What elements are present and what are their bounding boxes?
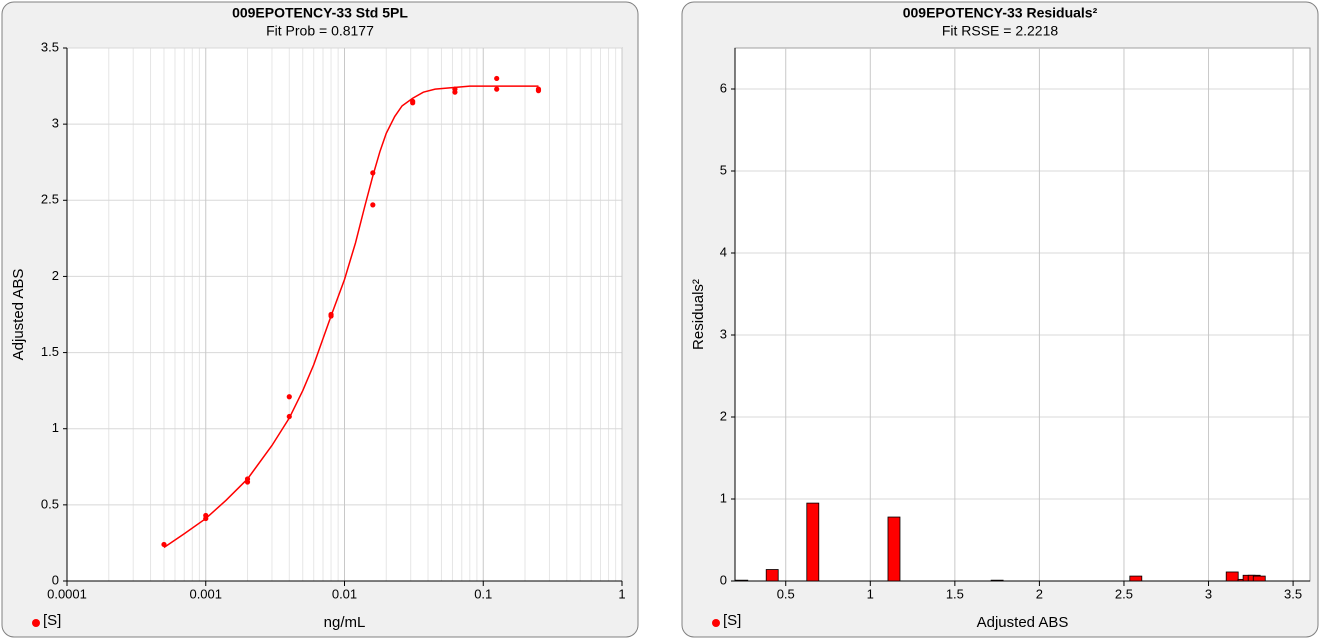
y-axis-label: Adjusted ABS (10, 269, 27, 361)
chart-subtitle: Fit RSSE = 2.2218 (942, 23, 1059, 39)
y-tick-label: 1.5 (41, 344, 59, 359)
y-tick-label: 3 (720, 326, 727, 341)
data-point (535, 88, 542, 94)
y-tick-label: 4 (720, 244, 727, 259)
x-tick-label: 2 (1036, 586, 1043, 601)
data-point (494, 86, 500, 92)
y-tick-label: 3 (52, 116, 59, 131)
bar (990, 579, 1004, 582)
chart-panel: 0 0.5 1 1.5 2 2.5 3 3.5 0.0001 0.001 0.01 0.1 1 009EP… (1, 1, 639, 638)
bar (1225, 571, 1239, 582)
x-tick-label: 0.0001 (47, 586, 87, 601)
y-tick-label: 1 (720, 490, 727, 505)
bar (806, 502, 820, 582)
x-axis-label: ng/mL (324, 614, 366, 631)
bar (735, 579, 749, 582)
chart-panel: 0 1 2 3 4 5 6 0.5 1 1.5 2 2.5 3 3.5 009EPOTENCY-33 Res… (681, 1, 1319, 638)
y-tick-label: 6 (720, 80, 727, 95)
bar (1129, 575, 1143, 582)
x-tick-label: 3.5 (1284, 586, 1302, 601)
x-tick-label: 1 (867, 586, 874, 601)
legend-marker (32, 619, 40, 627)
data-point (286, 394, 292, 400)
bar (887, 516, 901, 582)
x-tick-label: 2.5 (1115, 586, 1133, 601)
x-tick-label: 1.5 (946, 586, 964, 601)
bar (765, 569, 779, 582)
y-tick-label: 3.5 (41, 39, 59, 54)
plot-area (734, 47, 1311, 582)
y-tick-label: 1 (52, 420, 59, 435)
y-tick-label: 0 (52, 572, 59, 587)
y-tick-label: 0.5 (41, 496, 59, 511)
y-tick-label: 5 (720, 162, 727, 177)
x-tick-label: 0.1 (474, 586, 492, 601)
x-axis-label: Adjusted ABS (977, 614, 1069, 631)
y-tick-label: 0 (720, 572, 727, 587)
bar (1252, 575, 1266, 582)
legend-label: [S] (43, 612, 61, 629)
chart-title: 009EPOTENCY-33 Residuals² (903, 5, 1098, 21)
data-point (370, 202, 376, 208)
chart-title: 009EPOTENCY-33 Std 5PL (232, 5, 408, 21)
x-tick-label: 0.5 (777, 586, 795, 601)
data-point (494, 75, 500, 82)
x-tick-label: 0.001 (189, 586, 222, 601)
y-tick-label: 2 (720, 408, 727, 423)
fit-curve (163, 85, 539, 549)
x-tick-label: 3 (1205, 586, 1212, 601)
y-tick-label: 2 (52, 268, 59, 283)
legend-label: [S] (723, 612, 741, 629)
x-tick-label: 0.01 (332, 586, 357, 601)
y-axis-label: Residuals² (690, 279, 707, 350)
legend-marker (712, 619, 720, 627)
x-tick-label: 1 (618, 586, 625, 601)
chart-subtitle: Fit Prob = 0.8177 (266, 23, 374, 39)
y-tick-label: 2.5 (41, 192, 59, 207)
